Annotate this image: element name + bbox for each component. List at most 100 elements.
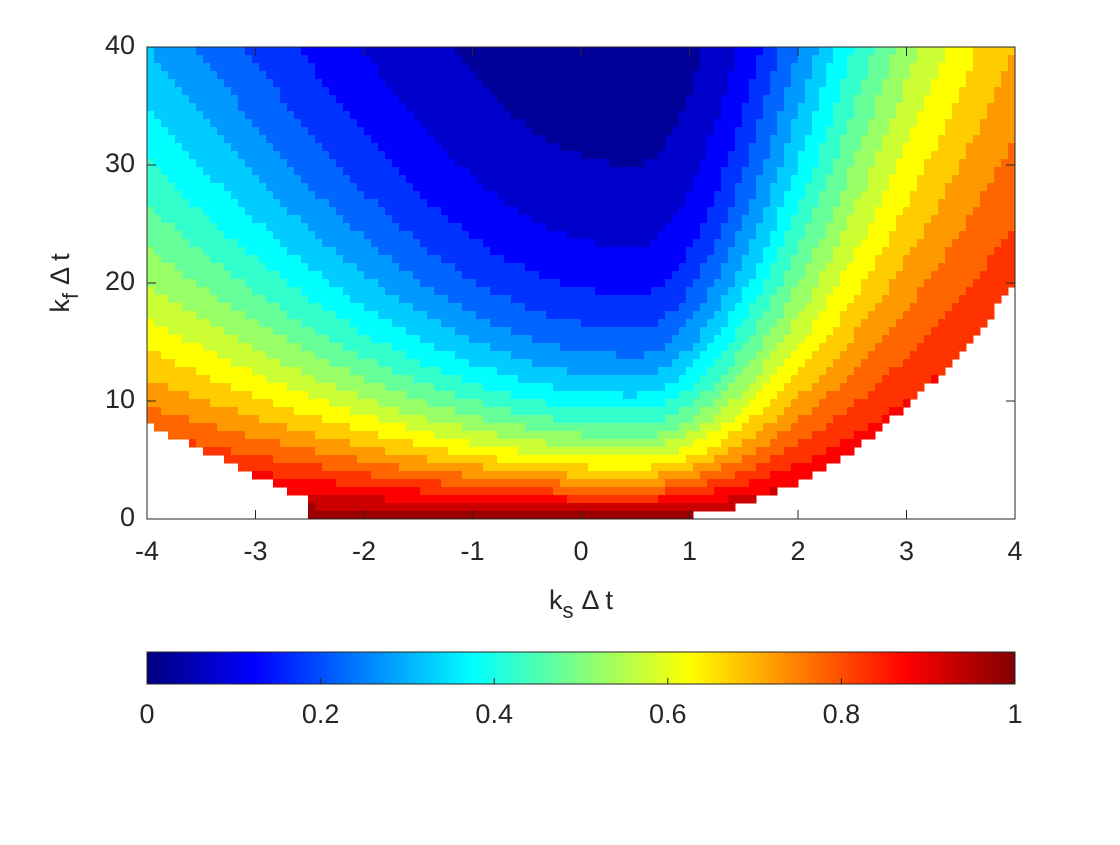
contour-cell: [735, 231, 743, 240]
contour-cell: [714, 191, 722, 200]
contour-cell: [938, 79, 946, 88]
contour-cell: [945, 135, 953, 144]
contour-cell: [770, 311, 778, 320]
contour-cell: [973, 127, 981, 136]
contour-cell: [490, 311, 498, 320]
contour-cell: [903, 359, 911, 368]
contour-cell: [707, 327, 715, 336]
contour-cell: [483, 327, 491, 336]
contour-cell: [700, 287, 708, 296]
contour-cell: [728, 295, 736, 304]
contour-cell: [644, 215, 652, 224]
contour-cell: [917, 215, 925, 224]
contour-cell: [245, 199, 253, 208]
contour-cell: [497, 199, 505, 208]
contour-cell: [259, 55, 267, 64]
contour-cell: [455, 343, 463, 352]
contour-cell: [560, 63, 568, 72]
contour-cell: [665, 183, 673, 192]
contour-cell: [854, 95, 862, 104]
contour-cell: [826, 359, 834, 368]
contour-cell: [903, 263, 911, 272]
contour-cell: [665, 79, 673, 88]
contour-cell: [637, 311, 645, 320]
contour-cell: [371, 103, 379, 112]
contour-cell: [252, 255, 260, 264]
contour-cell: [903, 343, 911, 352]
contour-cell: [217, 231, 225, 240]
contour-cell: [658, 191, 666, 200]
contour-cell: [462, 135, 470, 144]
contour-cell: [210, 175, 218, 184]
contour-cell: [287, 319, 295, 328]
contour-cell: [805, 47, 813, 56]
contour-cell: [861, 271, 869, 280]
contour-cell: [819, 143, 827, 152]
contour-cell: [861, 255, 869, 264]
contour-cell: [203, 47, 211, 56]
contour-cell: [371, 175, 379, 184]
contour-cell: [889, 175, 897, 184]
contour-cell: [539, 151, 547, 160]
contour-cell: [798, 215, 806, 224]
contour-cell: [714, 79, 722, 88]
contour-cell: [917, 231, 925, 240]
contour-cell: [210, 47, 218, 56]
contour-cell: [861, 199, 869, 208]
contour-cell: [224, 287, 232, 296]
contour-cell: [665, 319, 673, 328]
contour-cell: [707, 303, 715, 312]
contour-cell: [560, 319, 568, 328]
contour-cell: [175, 247, 183, 256]
contour-cell: [448, 367, 456, 376]
contour-cell: [861, 175, 869, 184]
contour-cell: [504, 103, 512, 112]
contour-cell: [735, 95, 743, 104]
contour-cell: [966, 327, 974, 336]
contour-cell: [595, 87, 603, 96]
contour-cell: [854, 159, 862, 168]
contour-cell: [455, 167, 463, 176]
contour-cell: [651, 247, 659, 256]
contour-cell: [756, 279, 764, 288]
contour-cell: [203, 175, 211, 184]
contour-cell: [763, 303, 771, 312]
contour-cell: [301, 327, 309, 336]
contour-cell: [602, 183, 610, 192]
contour-cell: [266, 239, 274, 248]
contour-cell: [231, 191, 239, 200]
contour-cell: [525, 303, 533, 312]
contour-cell: [553, 63, 561, 72]
contour-cell: [427, 215, 435, 224]
contour-cell: [763, 255, 771, 264]
contour-cell: [595, 255, 603, 264]
contour-cell: [301, 103, 309, 112]
contour-cell: [189, 351, 197, 360]
contour-cell: [840, 71, 848, 80]
contour-cell: [448, 255, 456, 264]
contour-cell: [182, 191, 190, 200]
contour-cell: [364, 359, 372, 368]
contour-cell: [812, 263, 820, 272]
contour-cell: [938, 207, 946, 216]
contour-cell: [161, 87, 169, 96]
contour-cell: [546, 295, 554, 304]
contour-cell: [924, 159, 932, 168]
contour-cell: [490, 247, 498, 256]
contour-cell: [679, 63, 687, 72]
contour-cell: [546, 111, 554, 120]
contour-cell: [147, 143, 155, 152]
contour-cell: [630, 303, 638, 312]
contour-cell: [308, 143, 316, 152]
contour-cell: [182, 287, 190, 296]
contour-cell: [294, 263, 302, 272]
contour-cell: [448, 343, 456, 352]
contour-cell: [322, 239, 330, 248]
contour-cell: [945, 311, 953, 320]
contour-cell: [553, 231, 561, 240]
contour-cell: [616, 183, 624, 192]
contour-cell: [966, 239, 974, 248]
contour-cell: [938, 47, 946, 56]
contour-cell: [728, 359, 736, 368]
contour-cell: [609, 159, 617, 168]
